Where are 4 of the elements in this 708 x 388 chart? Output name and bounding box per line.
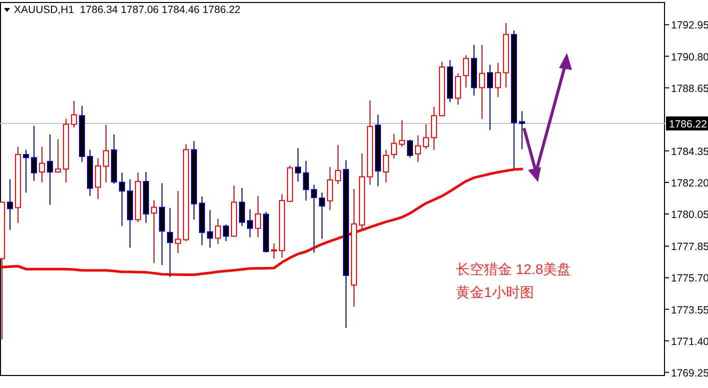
ref-line-label: 1786.22: [669, 118, 708, 130]
annotation: 黄金1小时图: [456, 284, 534, 300]
chart-title: XAUUSD,H1 1786.34 1787.06 1784.46 1786.22: [14, 4, 241, 16]
annotation: 长空猎金 12.8美盘: [456, 261, 572, 277]
